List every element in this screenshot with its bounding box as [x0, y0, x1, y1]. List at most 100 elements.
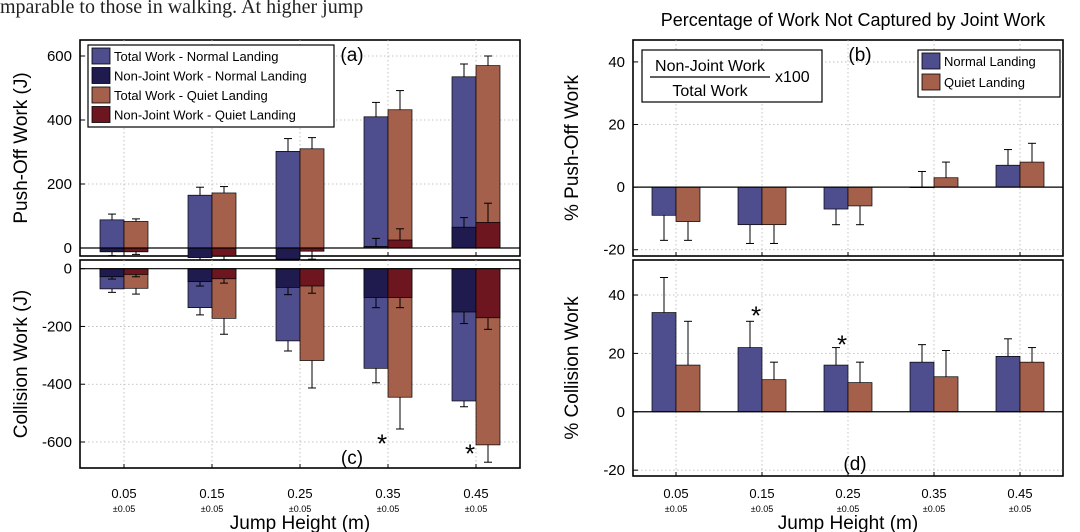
y-axis-label-c: Collision Work (J)	[11, 290, 32, 439]
bar-a-s2-c0	[123, 221, 149, 249]
bar-d-s1-c1	[761, 379, 787, 413]
x-tick-sublabel-d: ±0.05	[665, 504, 687, 514]
bar-d-s1-c0	[675, 364, 701, 413]
bar-b-s1-c2	[847, 186, 873, 207]
legend-a	[87, 44, 335, 128]
legend-swatch-a-1	[91, 67, 111, 84]
y-tick-label-c: 0	[64, 261, 72, 278]
x-tick-sublabel-d: ±0.05	[751, 504, 773, 514]
bar-d-s0-c3	[909, 361, 935, 413]
panel-label-c: (c)	[341, 448, 363, 469]
bar-c-s3-c1	[211, 268, 237, 280]
x-tick-sublabel-c: ±0.05	[289, 504, 311, 514]
x-tick-sublabel-d: ±0.05	[923, 504, 945, 514]
bar-a-s0-c1	[187, 194, 213, 249]
y-tick-label-c: -600	[42, 434, 72, 451]
bar-a-s3-c1	[211, 247, 237, 257]
y-tick-label-b: 20	[608, 117, 625, 134]
bar-c-s3-c0	[123, 268, 149, 275]
significance-marker-c-0: *	[377, 429, 387, 459]
bar-a-s2-c2	[299, 148, 325, 249]
x-tick-label-c: 0.45	[463, 486, 488, 501]
y-tick-label-a: 200	[47, 176, 72, 193]
bar-b-s0-c4	[995, 164, 1021, 188]
bar-d-s0-c4	[995, 355, 1021, 413]
x-tick-label-d: 0.15	[749, 486, 774, 501]
legend-swatch-a-2	[91, 86, 111, 104]
y-tick-label-c: -200	[42, 318, 72, 335]
bar-b-s1-c0	[675, 186, 701, 222]
y-tick-label-a: 600	[47, 48, 72, 65]
bar-c-s3-c2	[299, 268, 325, 287]
bar-d-s0-c2	[823, 364, 849, 413]
bar-b-s1-c4	[1019, 161, 1045, 188]
x-axis-label-c: Jump Height (m)	[230, 513, 370, 532]
legend-swatch-a-0	[91, 47, 111, 65]
panel-label-a: (a)	[340, 45, 363, 66]
legend-label-a-1: Non-Joint Work - Normal Landing	[114, 69, 307, 84]
bar-a-s0-c2	[275, 151, 301, 249]
x-tick-sublabel-c: ±0.05	[465, 504, 487, 514]
bar-b-s1-c3	[933, 177, 959, 188]
significance-marker-d-1: *	[837, 330, 847, 360]
legend-b	[917, 49, 1061, 98]
legend-swatch-a-3	[91, 106, 111, 123]
bar-c-s3-c3	[387, 268, 413, 298]
bar-b-s0-c2	[823, 186, 849, 210]
x-tick-sublabel-c: ±0.05	[113, 504, 135, 514]
x-tick-sublabel-c: ±0.05	[201, 504, 223, 514]
bar-c-s1-c1	[187, 268, 213, 283]
y-tick-label-d: 40	[608, 287, 625, 304]
x-tick-label-d: 0.25	[835, 486, 860, 501]
x-tick-label-c: 0.35	[375, 486, 400, 501]
y-tick-label-d: 0	[617, 404, 625, 421]
formula-denominator: Total Work	[672, 83, 748, 100]
y-tick-label-b: 0	[617, 179, 625, 196]
bar-a-s1-c2	[275, 247, 301, 260]
bar-d-s1-c3	[933, 376, 959, 413]
chart-title-b: Percentage of Work Not Captured by Joint…	[661, 10, 1047, 30]
x-tick-label-d: 0.35	[921, 486, 946, 501]
x-tick-label-c: 0.15	[199, 486, 224, 501]
legend-label-b-1: Quiet Landing	[944, 75, 1025, 90]
x-tick-sublabel-d: ±0.05	[837, 504, 859, 514]
panel-label-d: (d)	[843, 454, 866, 475]
bar-b-s0-c0	[651, 186, 677, 216]
y-tick-label-b: -20	[603, 242, 625, 259]
bar-d-s1-c2	[847, 382, 873, 413]
bar-c-s1-c3	[363, 268, 389, 298]
bar-c-s1-c0	[99, 268, 125, 278]
legend-label-a-3: Non-Joint Work - Quiet Landing	[114, 108, 296, 123]
x-tick-label-c: 0.25	[287, 486, 312, 501]
panel-label-b: (b)	[848, 45, 871, 66]
y-tick-label-c: -400	[42, 376, 72, 393]
significance-marker-d-0: *	[751, 301, 761, 331]
y-axis-label-a: Push-Off Work (J)	[11, 72, 32, 223]
bar-a-s0-c3	[363, 116, 389, 249]
bar-c-s1-c2	[275, 268, 301, 288]
bar-a-s0-c0	[99, 219, 125, 249]
legend-label-b-0: Normal Landing	[944, 54, 1036, 69]
bar-c-s3-c4	[475, 268, 501, 319]
bar-b-s0-c1	[737, 186, 763, 226]
x-tick-sublabel-d: ±0.05	[1009, 504, 1031, 514]
y-tick-label-a: 400	[47, 112, 72, 129]
y-axis-label-d: % Collision Work	[562, 296, 583, 440]
bar-d-s0-c1	[737, 347, 763, 413]
formula-numerator: Non-Joint Work	[655, 58, 766, 75]
bar-b-s1-c1	[761, 186, 787, 226]
legend-swatch-b-1	[921, 73, 941, 91]
bar-a-s1-c1	[187, 247, 213, 258]
x-tick-label-d: 0.05	[663, 486, 688, 501]
x-tick-label-d: 0.45	[1007, 486, 1032, 501]
y-tick-label-d: -20	[603, 462, 625, 479]
legend-swatch-b-0	[921, 52, 941, 70]
bar-a-s2-c1	[211, 192, 237, 249]
formula-multiplier: x100	[775, 69, 810, 86]
legend-label-a-0: Total Work - Normal Landing	[114, 49, 279, 64]
bar-a-s2-c3	[387, 109, 413, 249]
formula-box	[641, 49, 823, 103]
x-tick-label-c: 0.05	[111, 486, 136, 501]
x-axis-label-d: Jump Height (m)	[778, 513, 918, 532]
